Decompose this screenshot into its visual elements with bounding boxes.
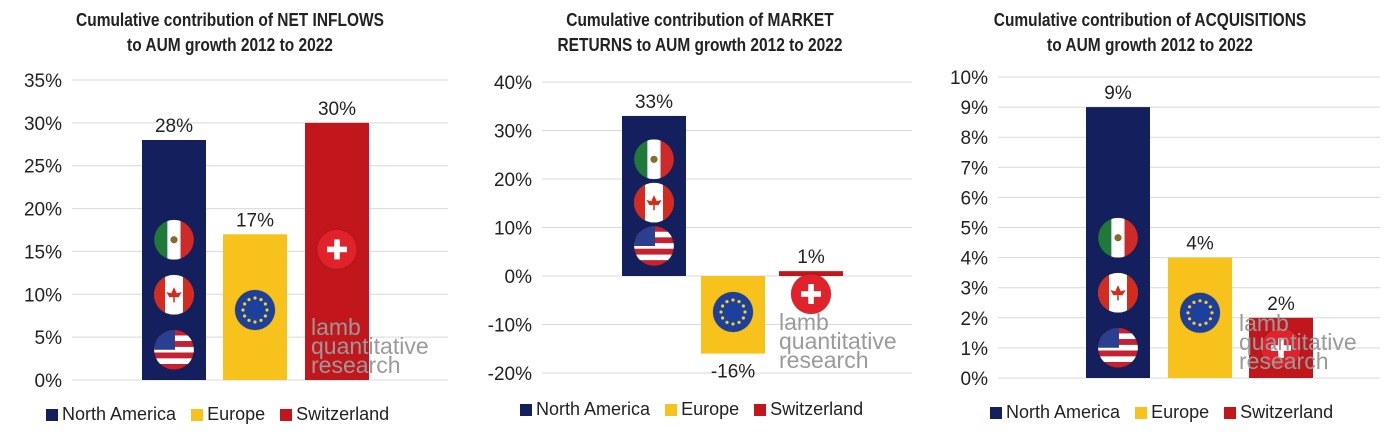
data-label: 9% (1104, 83, 1132, 104)
y-tick-label: 0% (505, 267, 533, 288)
data-label: -16% (711, 362, 755, 383)
watermark-line-3: research (311, 352, 401, 378)
y-tick-label: 0% (35, 371, 63, 392)
chart-title-line-1: Cumulative contribution of ACQUISITIONS (993, 10, 1307, 30)
legend: North America Europe Switzerland (46, 404, 399, 426)
watermark-line-1: lamb (1239, 310, 1289, 336)
y-tick-label: 5% (35, 328, 63, 349)
y-tick-label: 4% (961, 249, 989, 270)
legend-item-switzerland: Switzerland (1224, 402, 1333, 423)
legend-label: North America (536, 399, 651, 419)
chart-panel-net-inflows: Cumulative contribution of NET INFLOWS t… (0, 0, 460, 437)
legend-label: Europe (681, 399, 740, 419)
y-tick-label: 10% (494, 219, 532, 240)
legend-label: Switzerland (1240, 402, 1334, 422)
watermark: lamb quantitative research (1239, 310, 1357, 374)
y-tick-label: 2% (961, 309, 989, 330)
watermark-line-3: research (1239, 348, 1329, 374)
chart-title: Cumulative contribution of NET INFLOWS t… (32, 8, 428, 58)
legend-item-switzerland: Switzerland (754, 399, 863, 420)
watermark-line-3: research (779, 347, 869, 373)
data-label: 2% (1267, 294, 1295, 315)
chart-title-line-2: to AUM growth 2012 to 2022 (127, 35, 333, 55)
y-tick-label: 30% (494, 122, 532, 143)
swiss-flag-icon (316, 228, 358, 270)
canada-flag-icon (633, 182, 675, 224)
data-label: 28% (155, 116, 193, 137)
data-label: 1% (797, 247, 825, 268)
y-tick-label: 40% (494, 73, 532, 94)
watermark-line-1: lamb (779, 309, 829, 335)
watermark-line-2: quantitative (779, 328, 897, 354)
y-tick-label: 15% (24, 242, 62, 263)
y-tick-label: 0% (961, 369, 989, 390)
canada-flag-icon (153, 274, 195, 316)
data-label: 33% (635, 92, 673, 113)
bar-chart: 0% 5% 10% 15% 20% 25% 30% 35% 28% 17% 30% (24, 71, 448, 392)
legend-item-north-america: North America (46, 404, 176, 425)
legend-label: Switzerland (296, 404, 390, 424)
legend: North America Europe Switzerland (990, 402, 1343, 424)
chart-title: Cumulative contribution of MARKET RETURN… (502, 8, 898, 58)
eu-flag-icon (234, 289, 276, 331)
legend-label: North America (62, 404, 177, 424)
y-tick-label: 25% (24, 157, 62, 178)
chart-title-line-2: RETURNS to AUM growth 2012 to 2022 (557, 35, 843, 55)
legend-label: Europe (207, 404, 266, 424)
legend-item-north-america: North America (990, 402, 1120, 423)
chart-title-line-1: Cumulative contribution of NET INFLOWS (76, 10, 384, 30)
y-tick-label: 20% (494, 170, 532, 191)
watermark: lamb quantitative research (311, 314, 429, 378)
watermark-line-2: quantitative (1239, 329, 1357, 355)
legend-item-switzerland: Switzerland (280, 404, 389, 425)
y-tick-label: 5% (961, 219, 989, 240)
legend: North America Europe Switzerland (520, 399, 873, 421)
y-tick-label: 9% (961, 98, 989, 119)
bar-chart: -20% -10% 0% 10% 20% 30% 40% 33% -16% 1% (488, 73, 912, 385)
mexico-flag-icon (153, 219, 195, 261)
bar-switzerland (779, 271, 843, 276)
data-label: 4% (1186, 234, 1214, 255)
mexico-flag-icon (1097, 217, 1139, 259)
y-tick-label: 6% (961, 188, 989, 209)
usa-flag-icon (633, 225, 675, 267)
chart-panel-market-returns: Cumulative contribution of MARKET RETURN… (470, 0, 930, 437)
data-label: 17% (236, 210, 274, 231)
usa-flag-icon (1097, 327, 1139, 369)
legend-item-europe: Europe (665, 399, 739, 420)
y-tick-label: 35% (24, 71, 62, 92)
y-tick-label: 10% (950, 68, 988, 89)
legend-item-north-america: North America (520, 399, 650, 420)
chart-panel-acquisitions: Cumulative contribution of ACQUISITIONS … (940, 0, 1400, 437)
legend-label: Europe (1151, 402, 1210, 422)
chart-title-line-1: Cumulative contribution of MARKET (566, 10, 834, 30)
y-tick-label: 3% (961, 279, 989, 300)
mexico-flag-icon (633, 138, 675, 180)
watermark-line-1: lamb (311, 314, 361, 340)
chart-title: Cumulative contribution of ACQUISITIONS … (969, 8, 1330, 58)
canada-flag-icon (1097, 272, 1139, 314)
swiss-flag-icon (790, 273, 832, 315)
legend-label: Switzerland (770, 399, 864, 419)
watermark-line-2: quantitative (311, 333, 429, 359)
eu-flag-icon (712, 291, 754, 333)
data-label: 30% (318, 99, 356, 120)
legend-item-europe: Europe (191, 404, 265, 425)
y-tick-label: 10% (24, 285, 62, 306)
y-tick-label: 1% (961, 339, 989, 360)
bar-chart: 0% 1% 2% 3% 4% 5% 6% 7% 8% 9% 10% 9% 4% 2% (950, 68, 1380, 390)
y-tick-label: 8% (961, 128, 989, 149)
legend-item-europe: Europe (1135, 402, 1209, 423)
chart-title-line-2: to AUM growth 2012 to 2022 (1047, 35, 1253, 55)
legend-label: North America (1006, 402, 1121, 422)
swiss-flag-icon (1260, 327, 1302, 369)
y-tick-label: 30% (24, 114, 62, 135)
usa-flag-icon (153, 329, 195, 371)
y-tick-label: 20% (24, 200, 62, 221)
y-tick-label: -10% (488, 316, 532, 337)
eu-flag-icon (1179, 292, 1221, 334)
y-tick-label: -20% (488, 364, 532, 385)
y-tick-label: 7% (961, 158, 989, 179)
watermark: lamb quantitative research (779, 309, 897, 373)
